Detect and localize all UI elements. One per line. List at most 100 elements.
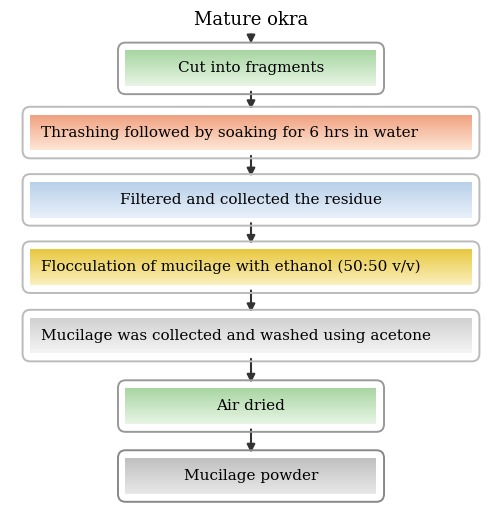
Bar [30,204,471,205]
Bar [30,260,471,261]
Bar [125,61,376,62]
Bar [30,263,471,264]
Bar [30,262,471,263]
Bar [30,269,471,270]
Text: Thrashing followed by soaking for 6 hrs in water: Thrashing followed by soaking for 6 hrs … [41,126,417,139]
Bar [125,394,376,396]
Bar [30,214,471,215]
Bar [30,203,471,204]
Bar [125,409,376,410]
Bar [30,146,471,147]
Bar [125,468,376,469]
Bar [30,256,471,257]
Bar [30,213,471,214]
Bar [30,193,471,194]
Bar [30,197,471,198]
Bar [30,194,471,195]
Bar [30,126,471,127]
Bar [125,414,376,415]
Bar [125,477,376,478]
Bar [30,339,471,340]
Bar [125,413,376,414]
Bar [30,265,471,266]
Bar [125,421,376,422]
Bar [125,401,376,402]
Bar [125,467,376,468]
Bar [125,390,376,391]
Bar [30,318,471,319]
Bar [125,479,376,480]
Bar [30,343,471,344]
Bar [30,117,471,118]
Bar [125,66,376,67]
Bar [30,121,471,122]
Bar [125,474,376,475]
Bar [125,482,376,483]
Bar [30,145,471,146]
Bar [30,252,471,253]
Bar [125,464,376,466]
Bar [30,138,471,139]
Bar [30,184,471,185]
Bar [30,209,471,210]
Bar [125,392,376,393]
Bar [125,422,376,423]
Bar [125,460,376,461]
Bar [30,149,471,150]
Bar [30,326,471,327]
Bar [125,475,376,476]
Bar [125,471,376,472]
Bar [125,420,376,421]
Bar [30,323,471,324]
Bar [30,325,471,326]
Bar [30,135,471,136]
Bar [125,69,376,70]
Bar [30,250,471,251]
Bar [30,278,471,279]
Bar [30,195,471,196]
Bar [125,73,376,74]
Bar [125,481,376,482]
Bar [125,480,376,481]
Bar [30,249,471,250]
Bar [125,64,376,65]
Bar [30,254,471,255]
Bar [125,70,376,71]
Bar [30,272,471,273]
Bar [30,352,471,353]
Bar [125,388,376,389]
Bar [30,187,471,188]
Bar [30,321,471,322]
Bar [125,490,376,491]
Bar [30,148,471,149]
Bar [125,472,376,473]
Bar [30,277,471,278]
Bar [30,329,471,330]
Bar [125,78,376,79]
Bar [125,74,376,75]
Text: Filtered and collected the residue: Filtered and collected the residue [120,193,381,207]
Bar [30,210,471,211]
Bar [30,143,471,144]
Bar [125,83,376,84]
Bar [125,52,376,53]
Bar [125,81,376,82]
Bar [30,282,471,284]
Bar [125,80,376,81]
Bar [125,417,376,418]
Bar [125,483,376,484]
Bar [30,206,471,207]
Bar [30,182,471,183]
Bar [30,120,471,121]
Bar [125,489,376,490]
Bar [30,200,471,201]
Bar [30,350,471,351]
Bar [125,62,376,63]
Bar [125,67,376,68]
Bar [125,412,376,413]
Bar [125,488,376,489]
Bar [30,280,471,281]
Bar [125,396,376,397]
Bar [125,54,376,55]
Bar [30,261,471,262]
